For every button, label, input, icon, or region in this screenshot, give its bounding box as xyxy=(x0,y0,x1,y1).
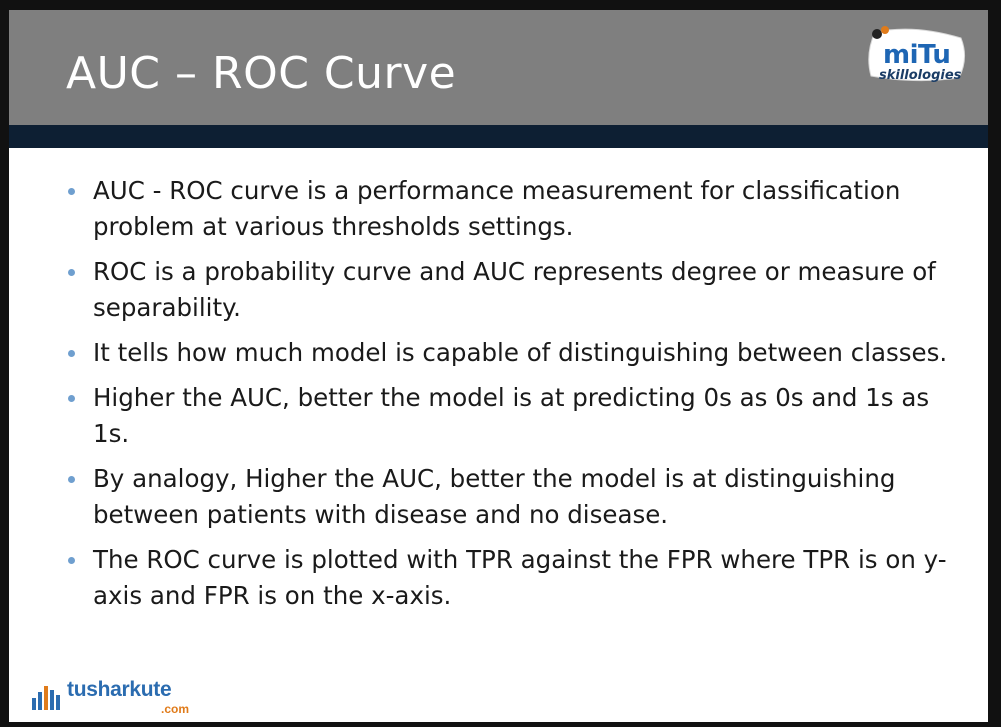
bullet-item: It tells how much model is capable of di… xyxy=(57,335,957,371)
bullet-dot-icon xyxy=(68,188,75,195)
bullet-text: Higher the AUC, better the model is at p… xyxy=(93,383,930,448)
bullet-text: AUC - ROC curve is a performance measure… xyxy=(93,176,901,241)
bullet-dot-icon xyxy=(68,395,75,402)
tusharkute-logo: tusharkute .com xyxy=(31,678,211,718)
bullet-item: AUC - ROC curve is a performance measure… xyxy=(57,173,957,245)
bullet-dot-icon xyxy=(68,557,75,564)
tusharkute-logo-text: tusharkute xyxy=(67,678,172,701)
bullet-text: ROC is a probability curve and AUC repre… xyxy=(93,257,936,322)
bullet-item: ROC is a probability curve and AUC repre… xyxy=(57,254,957,326)
bullet-dot-icon xyxy=(68,350,75,357)
tusharkute-logo-subtext: .com xyxy=(161,702,190,716)
mitu-logo-subtext: skillologies xyxy=(879,68,962,83)
header-divider-bar xyxy=(9,125,988,148)
bullet-text: It tells how much model is capable of di… xyxy=(93,338,948,367)
slide-title: AUC – ROC Curve xyxy=(66,48,457,99)
bullet-item: By analogy, Higher the AUC, better the m… xyxy=(57,461,957,533)
mitu-logo-text: miTu xyxy=(883,40,951,70)
mitu-badge-icon xyxy=(868,26,965,82)
slide-header: AUC – ROC Curve miTu skillologies xyxy=(9,10,988,125)
bullet-item: The ROC curve is plotted with TPR agains… xyxy=(57,542,957,614)
bullet-dot-icon xyxy=(68,269,75,276)
slide: AUC – ROC Curve miTu skillologies AUC - … xyxy=(9,10,988,722)
bullet-item: Higher the AUC, better the model is at p… xyxy=(57,380,957,452)
bullet-text: The ROC curve is plotted with TPR agains… xyxy=(93,545,947,610)
mitu-logo: miTu skillologies xyxy=(861,22,969,84)
bullet-dot-icon xyxy=(68,476,75,483)
bullet-text: By analogy, Higher the AUC, better the m… xyxy=(93,464,896,529)
bar-chart-icon xyxy=(32,686,60,710)
bullet-list: AUC - ROC curve is a performance measure… xyxy=(57,173,957,623)
